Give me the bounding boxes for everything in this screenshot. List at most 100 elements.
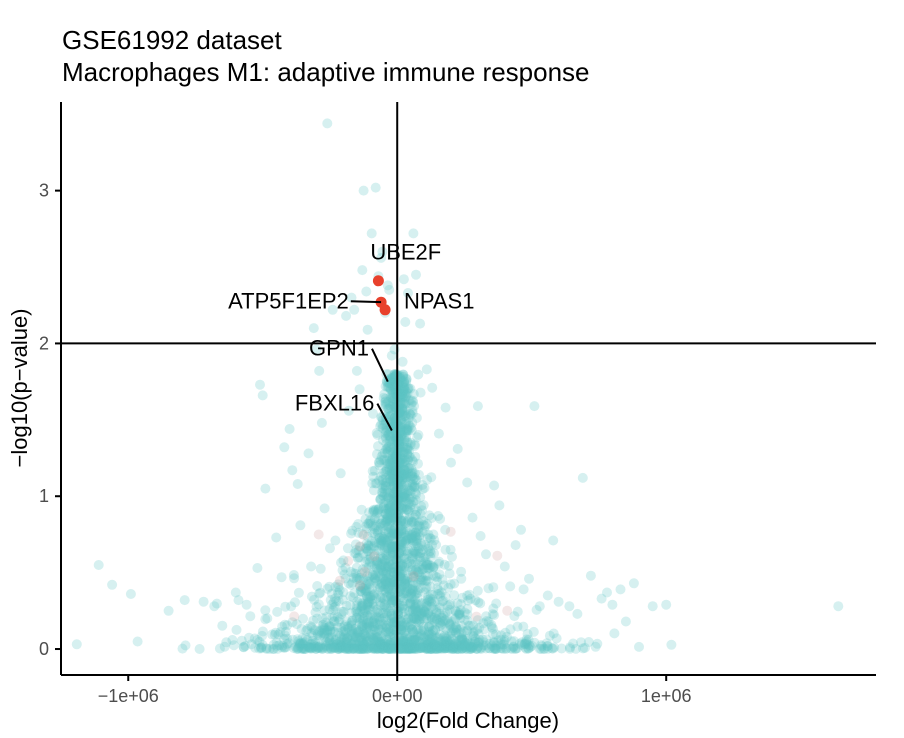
- data-point: [374, 460, 385, 471]
- data-point: [363, 591, 374, 602]
- data-point: [398, 525, 409, 535]
- data-point: [383, 381, 394, 392]
- data-point: [351, 603, 362, 614]
- data-point: [422, 533, 433, 544]
- data-point: [413, 541, 423, 552]
- data-point: [318, 622, 329, 633]
- data-point: [473, 636, 484, 647]
- data-point: [520, 642, 531, 653]
- data-point: [308, 638, 319, 649]
- data-point: [454, 610, 465, 620]
- data-point: [509, 636, 519, 647]
- data-point: [445, 639, 455, 650]
- data-point: [450, 613, 461, 623]
- data-point: [397, 417, 408, 428]
- data-point: [380, 641, 391, 652]
- data-point: [473, 629, 484, 640]
- data-point: [403, 533, 414, 544]
- data-point: [404, 605, 415, 616]
- data-point: [385, 575, 396, 586]
- data-point: [357, 600, 368, 611]
- data-point: [387, 483, 398, 494]
- data-point: [340, 636, 351, 647]
- data-point: [381, 466, 392, 477]
- data-point: [397, 472, 408, 483]
- data-point: [463, 595, 474, 606]
- data-point: [527, 640, 537, 651]
- data-point: [529, 401, 540, 412]
- data-point: [416, 576, 426, 587]
- data-point: [377, 619, 388, 630]
- data-point: [407, 408, 418, 419]
- data-point: [416, 547, 427, 558]
- data-point: [402, 423, 413, 434]
- data-point: [369, 506, 380, 517]
- data-point: [390, 554, 401, 564]
- data-point: [523, 634, 534, 645]
- data-point: [279, 642, 290, 653]
- data-point: [399, 573, 410, 584]
- data-point: [256, 642, 267, 653]
- data-point: [399, 578, 410, 589]
- data-point: [325, 639, 336, 650]
- data-point: [308, 641, 319, 652]
- data-point: [319, 503, 330, 514]
- data-point: [338, 606, 349, 617]
- data-point: [434, 643, 445, 654]
- data-point: [359, 628, 370, 639]
- data-point: [438, 595, 449, 606]
- data-point: [375, 540, 386, 551]
- data-point: [426, 630, 437, 640]
- data-point: [399, 489, 410, 500]
- data-point: [536, 640, 547, 650]
- data-point: [407, 397, 418, 407]
- data-point: [396, 398, 407, 408]
- data-point: [361, 538, 372, 549]
- data-point: [405, 565, 416, 576]
- data-point: [546, 643, 557, 654]
- data-point: [371, 478, 382, 489]
- data-point: [432, 636, 443, 647]
- data-point: [380, 425, 391, 436]
- data-point: [353, 626, 364, 637]
- data-point: [405, 644, 415, 654]
- data-point: [329, 611, 340, 622]
- data-point: [400, 468, 411, 479]
- data-point: [393, 482, 404, 492]
- data-point: [352, 627, 363, 638]
- data-point: [355, 624, 366, 635]
- data-point: [398, 398, 409, 409]
- data-point: [279, 642, 290, 653]
- data-point: [391, 491, 401, 502]
- data-point: [497, 639, 508, 650]
- data-point: [417, 484, 428, 495]
- data-point: [214, 643, 225, 654]
- label-connector-atp5f1ep2: [350, 300, 382, 304]
- data-point: [437, 616, 448, 627]
- data-point: [383, 642, 394, 653]
- data-point: [388, 436, 399, 447]
- data-point: [400, 638, 411, 649]
- data-point: [396, 526, 407, 537]
- data-point: [397, 404, 408, 415]
- data-point: [407, 417, 418, 428]
- data-point: [440, 643, 451, 654]
- data-point: [369, 524, 380, 535]
- data-point: [402, 454, 413, 465]
- data-point: [333, 596, 344, 607]
- data-point: [451, 641, 462, 652]
- data-point: [377, 535, 388, 546]
- data-point: [420, 570, 431, 581]
- data-point: [442, 601, 453, 611]
- data-point: [317, 642, 327, 653]
- data-point: [436, 612, 447, 623]
- data-point: [406, 468, 417, 479]
- data-point: [384, 560, 394, 571]
- data-point: [396, 503, 407, 513]
- data-point: [385, 642, 396, 653]
- data-point: [384, 643, 395, 654]
- data-point: [319, 627, 330, 638]
- data-point: [317, 643, 328, 654]
- data-point: [311, 643, 322, 654]
- data-point: [411, 533, 422, 544]
